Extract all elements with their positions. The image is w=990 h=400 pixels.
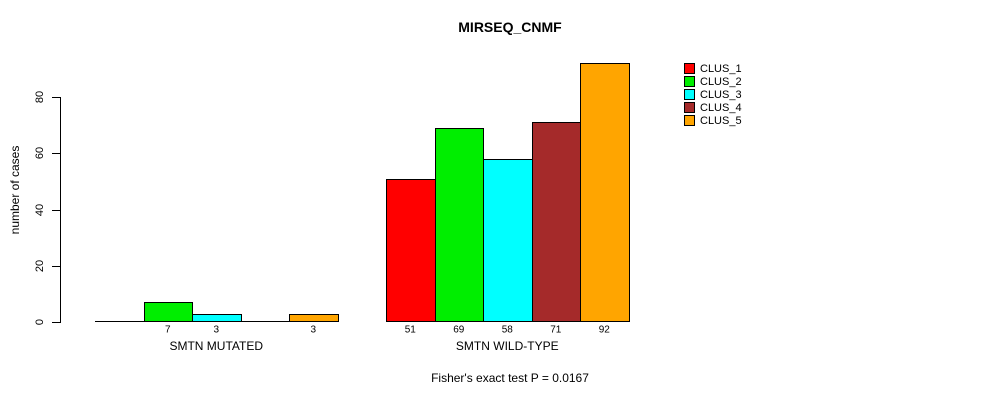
legend-item-clus_1: CLUS_1 (684, 62, 742, 75)
y-tick (52, 265, 60, 267)
legend-label: CLUS_2 (700, 75, 742, 88)
bar-clus-3-smtn-wild-type (483, 158, 533, 322)
y-tick (52, 153, 60, 155)
bar-clus-4-smtn-wild-type (531, 122, 581, 322)
bar-value-label: 71 (550, 324, 562, 336)
bar-value-label: 3 (213, 324, 220, 336)
legend-label: CLUS_4 (700, 101, 742, 114)
legend-swatch-icon (684, 89, 695, 100)
zero-bar-line-clus-4-smtn-mutated (240, 321, 290, 322)
legend: CLUS_1 CLUS_2 CLUS_3 CLUS_4 CLUS_5 (684, 62, 742, 127)
zero-bar-line-clus-1-smtn-mutated (95, 321, 145, 322)
legend-swatch-icon (684, 76, 695, 87)
y-tick-label: 80 (34, 90, 46, 104)
bar-value-label: 58 (501, 324, 513, 336)
y-axis-title: number of cases (8, 145, 22, 235)
legend-item-clus_2: CLUS_2 (684, 75, 742, 88)
y-tick-label: 40 (34, 203, 46, 216)
category-label: SMTN MUTATED (169, 339, 264, 353)
legend-swatch-icon (684, 102, 695, 113)
legend-label: CLUS_1 (700, 62, 742, 75)
bar-clus-1-smtn-wild-type (386, 178, 436, 322)
y-tick-label: 0 (34, 318, 46, 326)
bar-value-label: 51 (404, 324, 416, 336)
legend-swatch-icon (684, 115, 695, 126)
bar-value-label: 69 (453, 324, 465, 336)
bar-clus-2-smtn-mutated (143, 302, 193, 322)
legend-item-clus_5: CLUS_5 (684, 114, 742, 127)
legend-item-clus_4: CLUS_4 (684, 101, 742, 114)
bar-clus-2-smtn-wild-type (434, 127, 484, 322)
chart-title: MIRSEQ_CNMF (458, 19, 562, 35)
y-tick (52, 322, 60, 323)
y-tick (52, 97, 60, 98)
bar-clus-5-smtn-wild-type (580, 63, 630, 322)
legend-swatch-icon (684, 63, 695, 74)
stat-annotation: Fisher's exact test P = 0.0167 (431, 371, 589, 385)
category-label: SMTN WILD-TYPE (455, 339, 559, 353)
legend-item-clus_3: CLUS_3 (684, 88, 742, 101)
bar-value-label: 7 (164, 324, 171, 336)
bar-clus-5-smtn-mutated (289, 313, 339, 322)
y-tick (52, 209, 60, 211)
bar-value-label: 92 (598, 324, 610, 336)
y-tick-label: 20 (34, 259, 46, 272)
legend-label: CLUS_3 (700, 88, 742, 101)
y-tick-label: 60 (34, 147, 46, 160)
bar-value-label: 3 (310, 324, 317, 336)
bar-clus-3-smtn-mutated (192, 313, 242, 322)
y-axis-line (60, 97, 61, 323)
legend-label: CLUS_5 (700, 114, 742, 127)
